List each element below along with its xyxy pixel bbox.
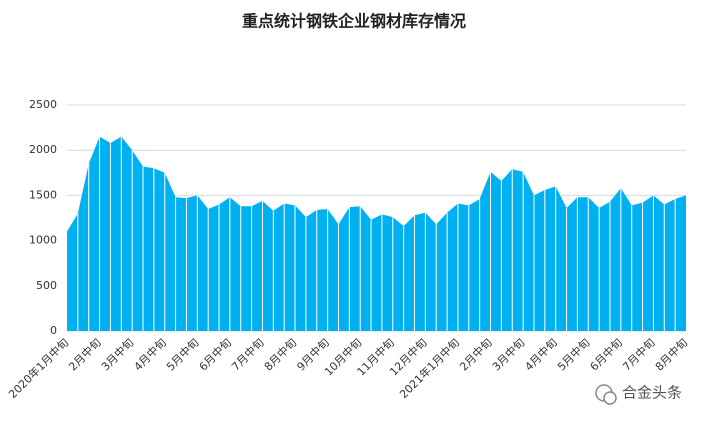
- x-tick-label: 3月中旬: [490, 336, 527, 373]
- watermark-icon: [595, 384, 617, 405]
- y-tick-label: 2500: [29, 98, 57, 111]
- x-tick-label: 8月中旬: [262, 336, 299, 373]
- x-tick-label: 2020年1月中旬: [5, 335, 71, 401]
- x-tick-label: 5月中旬: [164, 336, 201, 373]
- x-tick-label: 2月中旬: [457, 336, 494, 373]
- x-tick-label: 6月中旬: [588, 336, 625, 373]
- y-tick-label: 0: [50, 324, 57, 337]
- chart-title: 重点统计钢铁企业钢材库存情况: [242, 12, 466, 31]
- x-tick-label: 4月中旬: [522, 336, 559, 373]
- x-tick-label: 8月中旬: [653, 336, 690, 373]
- x-tick-label: 7月中旬: [229, 336, 266, 373]
- watermark: 合金头条: [622, 384, 682, 402]
- x-tick-label: 7月中旬: [620, 336, 657, 373]
- x-tick-label: 3月中旬: [99, 336, 136, 373]
- x-tick-label: 5月中旬: [555, 336, 592, 373]
- x-tick-label: 4月中旬: [132, 336, 169, 373]
- y-tick-label: 1000: [29, 234, 57, 247]
- y-tick-label: 2000: [29, 143, 57, 156]
- x-tick-label: 2月中旬: [66, 336, 103, 373]
- y-tick-label: 500: [36, 279, 57, 292]
- area: [67, 136, 686, 331]
- x-tick-label: 6月中旬: [197, 336, 234, 373]
- y-tick-label: 1500: [29, 188, 57, 201]
